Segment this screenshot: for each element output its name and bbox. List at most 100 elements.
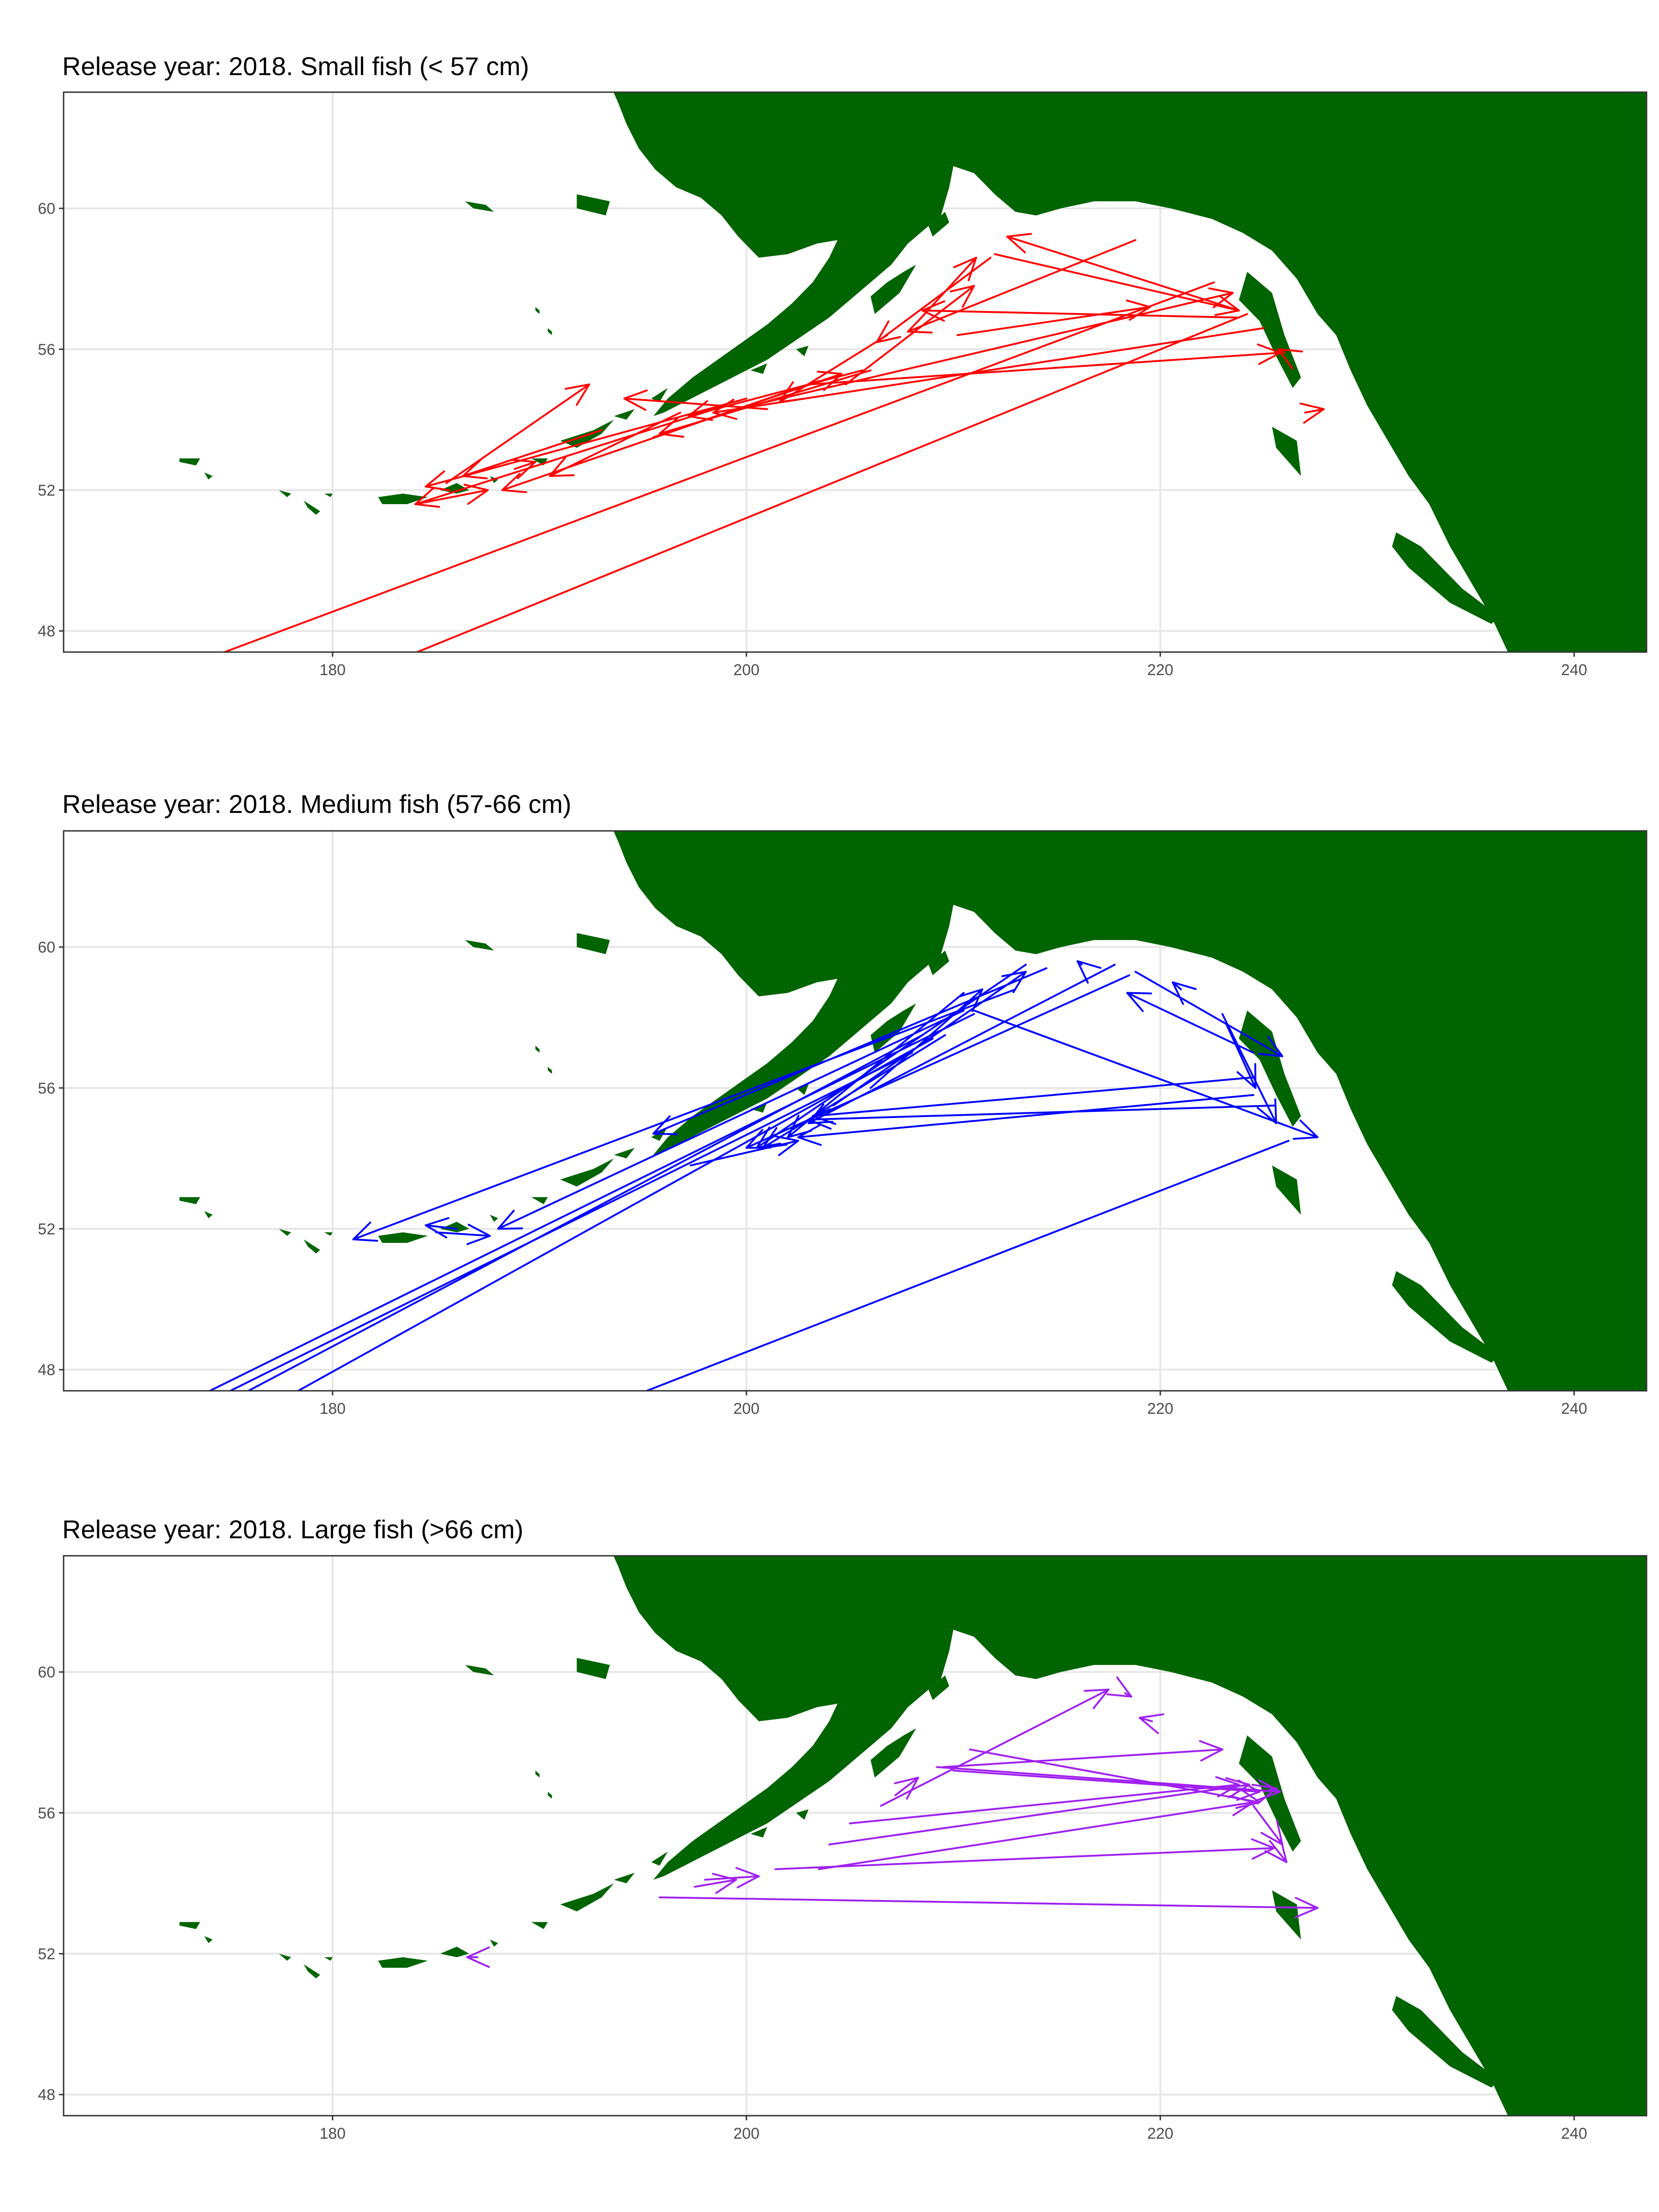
arrowhead xyxy=(466,1946,490,1968)
plot-border xyxy=(63,1555,1647,2117)
panel-title: Release year: 2018. Medium fish (57-66 c… xyxy=(62,789,571,818)
movement-track xyxy=(659,369,872,438)
arrowhead xyxy=(1257,1098,1277,1124)
arrowhead xyxy=(1215,1776,1240,1798)
arrowhead xyxy=(1294,1897,1319,1918)
arrowhead xyxy=(659,417,684,438)
arrowhead xyxy=(565,383,590,406)
arrowhead xyxy=(735,1867,760,1888)
x-tick-label: 180 xyxy=(319,2125,346,2142)
movement-track xyxy=(1134,971,1283,1058)
movement-track xyxy=(466,1946,490,1968)
movement-track xyxy=(424,1217,458,1239)
arrowhead xyxy=(466,1224,491,1245)
x-tick-label: 180 xyxy=(319,661,346,679)
y-tick-label: 56 xyxy=(38,1080,55,1097)
arrowhead xyxy=(894,1777,919,1800)
arrowhead xyxy=(812,1103,836,1125)
arrowhead xyxy=(688,400,713,421)
y-tick-label: 52 xyxy=(38,1945,55,1963)
movement-track xyxy=(704,1867,760,1888)
movement-track xyxy=(1225,1024,1257,1089)
movement-track xyxy=(735,287,1234,410)
arrowhead xyxy=(712,399,738,420)
panel-title: Release year: 2018. Small fish (< 57 cm) xyxy=(62,52,529,81)
movement-track xyxy=(549,412,682,477)
map-area: 180 200 220 240 48 52 56 60 xyxy=(38,830,1647,1418)
movement-track xyxy=(618,1140,1290,1391)
arrowhead xyxy=(424,470,451,491)
movement-track xyxy=(1006,233,1240,312)
arrowhead xyxy=(497,1210,523,1230)
y-tick-label: 52 xyxy=(38,1220,55,1238)
panel-small-fish: Release year: 2018. Small fish (< 57 cm)… xyxy=(38,52,1647,679)
movement-track xyxy=(935,1766,1282,1801)
x-tick-label: 220 xyxy=(1147,661,1173,679)
movement-track xyxy=(807,343,1282,386)
x-tick-label: 220 xyxy=(1147,1400,1173,1418)
plot-border xyxy=(63,830,1647,1392)
movement-track xyxy=(1264,1838,1288,1863)
movement-track xyxy=(194,281,1215,652)
movement-track xyxy=(845,285,975,386)
movement-track xyxy=(921,300,1238,322)
movement-track xyxy=(246,1034,924,1391)
movement-track xyxy=(689,1135,800,1166)
movement-track xyxy=(828,1777,1250,1846)
x-tick-label: 240 xyxy=(1561,2125,1587,2142)
arrowhead xyxy=(1138,1713,1165,1734)
arrowhead xyxy=(1236,1063,1257,1089)
movement-track xyxy=(167,1013,975,1412)
arrowhead xyxy=(167,1394,191,1412)
movement-track xyxy=(497,1009,965,1230)
movement-track xyxy=(462,429,603,480)
movement-track xyxy=(445,383,590,484)
arrowhead xyxy=(1126,992,1152,1012)
y-tick-label: 48 xyxy=(38,623,55,640)
coastline-landmass xyxy=(179,1556,1647,2116)
movement-track xyxy=(688,369,864,421)
arrowhead xyxy=(950,285,975,308)
arrowhead xyxy=(807,1108,832,1130)
x-tick-label: 200 xyxy=(733,1400,759,1418)
y-tick-label: 60 xyxy=(38,200,55,218)
movement-track xyxy=(894,1777,919,1800)
arrowhead xyxy=(817,371,843,391)
map-area: 180 200 220 240 48 52 56 60 xyxy=(38,1555,1647,2142)
y-tick-label: 60 xyxy=(38,939,55,956)
movement-track xyxy=(870,988,983,1089)
arrowhead xyxy=(959,988,983,1012)
y-tick-label: 56 xyxy=(38,1805,55,1822)
movement-track xyxy=(1251,1783,1277,1805)
panel-title: Release year: 2018. Large fish (>66 cm) xyxy=(62,1515,524,1544)
arrowhead xyxy=(1277,348,1303,370)
movement-track xyxy=(414,483,489,506)
arrowhead xyxy=(549,457,575,477)
movement-track xyxy=(969,1748,1261,1809)
arrowhead xyxy=(510,459,536,479)
arrowhead xyxy=(1293,1119,1319,1140)
movement-track xyxy=(435,1224,491,1245)
map-area: 180 200 220 240 48 52 56 60 xyxy=(38,91,1647,679)
arrowhead xyxy=(1236,1779,1261,1801)
arrowhead xyxy=(389,651,392,652)
y-tick-label: 48 xyxy=(38,1361,55,1379)
panel-medium-fish: Release year: 2018. Medium fish (57-66 c… xyxy=(38,789,1647,1418)
movement-track xyxy=(712,327,1265,420)
x-tick-label: 220 xyxy=(1147,2125,1173,2142)
arrowhead xyxy=(1077,960,1102,984)
movement-track xyxy=(1277,348,1303,370)
movement-track xyxy=(973,1009,1319,1140)
movement-track xyxy=(812,1076,1254,1125)
y-tick-label: 52 xyxy=(38,482,55,499)
arrowhead xyxy=(1264,1838,1288,1863)
arrowhead xyxy=(1299,402,1325,424)
movement-track xyxy=(352,988,1017,1242)
y-tick-label: 48 xyxy=(38,2086,55,2104)
movement-track xyxy=(1077,960,1102,984)
arrowhead xyxy=(623,389,648,411)
y-tick-label: 60 xyxy=(38,1664,55,1681)
movement-track xyxy=(1171,981,1197,1005)
movement-track xyxy=(694,1873,737,1894)
